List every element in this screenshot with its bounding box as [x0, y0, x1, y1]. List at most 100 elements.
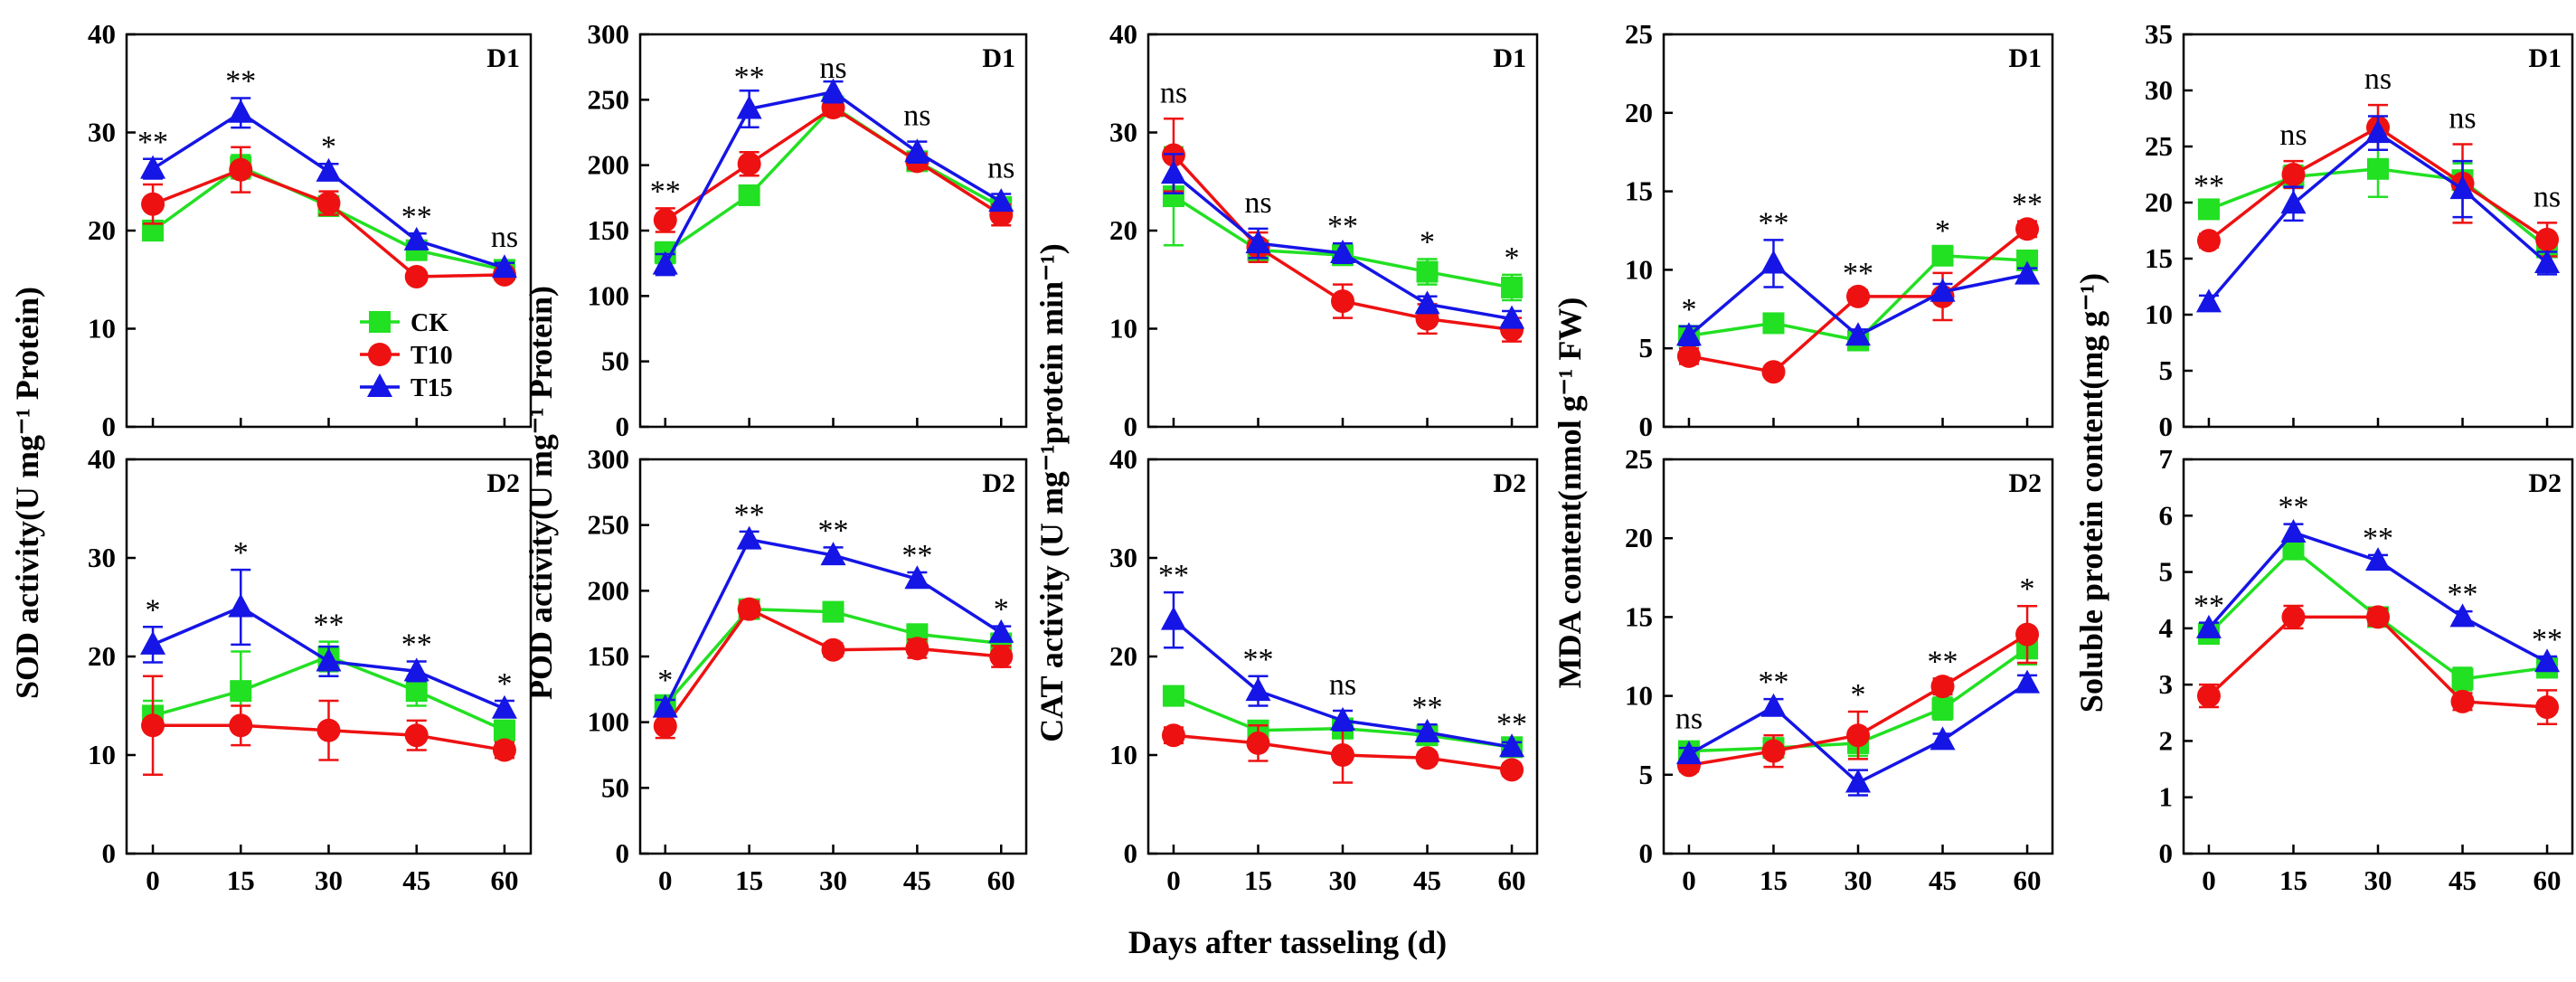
data-point — [1330, 706, 1355, 731]
significance-label: ** — [314, 609, 344, 642]
y-tick-label: 20 — [1109, 214, 1137, 246]
data-point — [1414, 718, 1440, 742]
data-point — [1931, 697, 1954, 720]
y-tick-label: 20 — [1625, 97, 1653, 128]
x-tick-label: 60 — [2014, 864, 2042, 896]
y-tick-label: 30 — [1109, 542, 1137, 573]
series-line — [664, 607, 1002, 728]
y-tick-label: 0 — [1124, 411, 1138, 442]
x-tick-label: 60 — [987, 864, 1015, 896]
panel-label: D2 — [2008, 468, 2042, 498]
x-tick-label: 0 — [146, 864, 160, 896]
panel-protein-d1: 0 5 10 15 20 25 30 35 D1 ** ns ns ns ns — [2145, 18, 2574, 442]
series-ck — [654, 95, 1013, 265]
data-point — [404, 723, 429, 748]
y-tick-label: 200 — [588, 574, 630, 606]
significance-label: ** — [2194, 169, 2224, 203]
data-point — [1930, 675, 1955, 699]
data-point — [2535, 227, 2560, 251]
y-tick-label: 10 — [1109, 739, 1137, 770]
y-tick-label: 10 — [1109, 313, 1137, 345]
y-tick-label: 5 — [2159, 556, 2174, 588]
y-tick-label: 10 — [2145, 298, 2173, 330]
ylabel-mda: MDA content(nmol g⁻¹ FW) — [1552, 297, 1588, 689]
x-tick-label: 30 — [2364, 864, 2392, 896]
significance-label: * — [1935, 214, 1950, 248]
x-tick-label: 0 — [2202, 864, 2216, 896]
panel-label: D1 — [2528, 43, 2562, 73]
data-point — [1331, 743, 1354, 767]
legend-label: T15 — [410, 374, 453, 402]
data-point — [140, 630, 166, 655]
data-point — [1761, 360, 1786, 384]
data-point — [492, 738, 516, 762]
legend-marker — [369, 311, 391, 333]
significance-label: ns — [1675, 703, 1703, 736]
data-point — [1414, 290, 1440, 315]
data-point — [316, 718, 341, 742]
significance-label: ** — [2194, 590, 2224, 623]
significance-label: ** — [225, 65, 256, 99]
significance-label: ** — [1496, 708, 1527, 741]
y-tick-label: 7 — [2159, 443, 2174, 475]
x-tick-label: 45 — [1929, 864, 1957, 896]
y-tick-label: 0 — [2159, 411, 2174, 442]
data-point — [1675, 322, 1702, 346]
data-point — [141, 192, 165, 216]
x-tick-label: 45 — [1413, 864, 1441, 896]
x-tick-label: 30 — [1329, 864, 1357, 896]
data-point — [1499, 305, 1525, 329]
data-point — [820, 78, 846, 102]
plot-frame — [1662, 33, 2054, 429]
x-tick-label: 15 — [227, 864, 255, 896]
significance-label: ** — [734, 61, 765, 94]
y-tick-label: 0 — [102, 837, 117, 869]
y-tick-label: 25 — [2145, 130, 2173, 162]
data-point — [1846, 284, 1870, 308]
data-point — [229, 713, 253, 738]
data-point — [1245, 677, 1271, 702]
data-point — [1330, 239, 1355, 263]
significance-label: ** — [401, 200, 432, 233]
y-tick-label: 20 — [88, 640, 116, 672]
data-point — [2015, 622, 2040, 647]
data-point — [1845, 769, 1871, 793]
significance-label: ** — [1758, 666, 1788, 699]
significance-label: ** — [1758, 206, 1788, 240]
y-tick-label: 0 — [102, 411, 117, 442]
data-point — [2449, 175, 2476, 200]
x-tick-label: 0 — [1682, 864, 1696, 896]
series-t15 — [2195, 115, 2561, 313]
series-line — [2207, 615, 2548, 709]
x-tick-label: 15 — [1760, 864, 1788, 896]
data-point — [230, 680, 252, 703]
y-tick-label: 4 — [2159, 612, 2174, 644]
significance-label: * — [994, 593, 1009, 627]
data-point — [141, 713, 165, 738]
data-point — [737, 597, 761, 621]
significance-label: * — [1420, 225, 1435, 259]
data-point — [2367, 157, 2389, 180]
legend-marker — [367, 373, 392, 397]
panel-label: D2 — [1493, 468, 1526, 498]
y-tick-label: 15 — [1625, 600, 1653, 632]
data-point — [738, 184, 760, 206]
significance-label: ** — [1843, 257, 1873, 290]
data-point — [2281, 605, 2306, 629]
significance-label: ns — [2449, 102, 2476, 136]
data-point — [1499, 733, 1525, 758]
panel-label: D2 — [982, 468, 1015, 498]
data-point — [988, 188, 1014, 212]
significance-label: ns — [819, 52, 846, 85]
y-tick-label: 5 — [1639, 332, 1654, 364]
series-t15 — [140, 97, 517, 279]
series-t10 — [1676, 217, 2040, 384]
panel-cat-d2: 0 10 20 30 40 0 15 30 45 60 D2 ** ** ns ** ** — [1109, 443, 1539, 896]
significance-label: ** — [2278, 491, 2308, 524]
y-tick-label: 30 — [88, 542, 116, 573]
data-point — [1501, 276, 1524, 298]
significance-label: * — [321, 130, 336, 164]
significance-label: ** — [2012, 188, 2043, 222]
